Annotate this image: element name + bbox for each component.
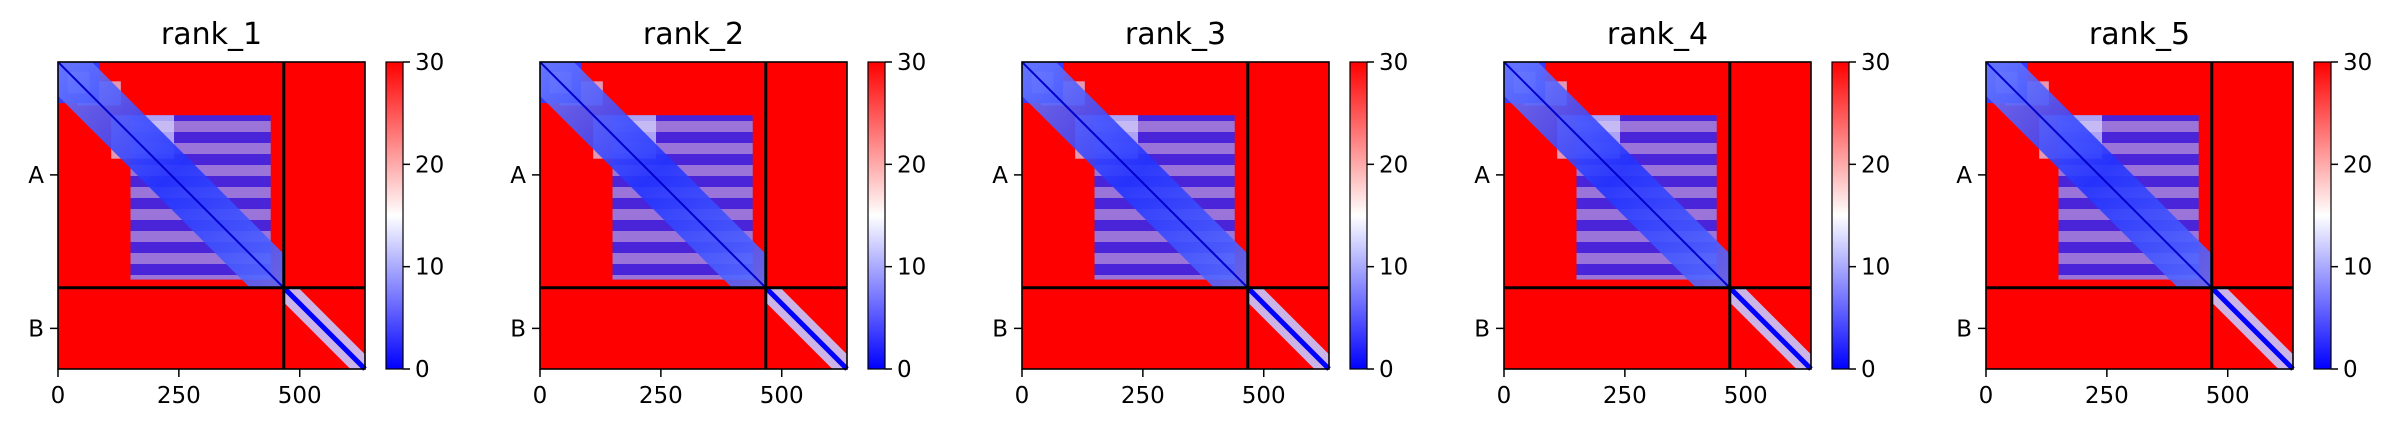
chain-b-block	[1246, 286, 1331, 371]
chain-a-diagonal-line	[540, 62, 766, 288]
x-tick-label-250: 250	[639, 383, 683, 409]
chain-b-diagonal-line	[1246, 286, 1331, 371]
colorbar-gradient	[2313, 61, 2332, 370]
heatmap	[539, 61, 849, 371]
colorbar-tick-label-10: 10	[897, 255, 926, 281]
y-tick-label-A: A	[510, 163, 526, 189]
heatmap	[1503, 61, 1813, 371]
heatmap-frame	[1503, 61, 1812, 370]
colorbar-tick-label-20: 20	[897, 152, 926, 178]
pae-panel-4: rank_4 A B 0 250 500 0 10 20 30	[1474, 17, 1890, 409]
colorbar-tick-label-0: 0	[1861, 357, 1876, 383]
colorbar-tick-label-10: 10	[415, 255, 444, 281]
x-tick-label-0: 0	[533, 383, 548, 409]
colorbar-tick-label-30: 30	[2343, 50, 2372, 76]
y-tick-label-A: A	[1956, 163, 1972, 189]
y-tick-label-B: B	[1956, 316, 1972, 342]
x-tick-label-0: 0	[51, 383, 66, 409]
x-tick-label-500: 500	[278, 383, 322, 409]
colorbar-tick-label-20: 20	[415, 152, 444, 178]
colorbar-gradient	[1831, 61, 1850, 370]
chain-b-diagonal-line	[764, 286, 849, 371]
x-tick-label-500: 500	[1242, 383, 1286, 409]
chain-a-block	[540, 62, 766, 288]
colorbar: 0 10 20 30	[385, 50, 444, 383]
colorbar: 0 10 20 30	[1349, 50, 1408, 383]
colorbar-tick-label-10: 10	[2343, 255, 2372, 281]
colorbar-tick-label-0: 0	[415, 357, 430, 383]
x-tick-label-0: 0	[1015, 383, 1030, 409]
colorbar-gradient	[1349, 61, 1368, 370]
y-tick-label-B: B	[1474, 316, 1490, 342]
colorbar-tick-label-30: 30	[415, 50, 444, 76]
heatmap-frame	[1985, 61, 2294, 370]
x-tick-label-0: 0	[1979, 383, 1994, 409]
chain-a-diagonal-line	[1504, 62, 1730, 288]
chain-b-diagonal-line	[1728, 286, 1813, 371]
y-tick-label-A: A	[28, 163, 44, 189]
chain-b-block	[282, 286, 367, 371]
chain-b-block	[1728, 286, 1813, 371]
x-tick-label-500: 500	[2206, 383, 2250, 409]
y-tick-label-A: A	[992, 163, 1008, 189]
chain-b-block	[2210, 286, 2295, 371]
pae-panel-1: rank_1 A B 0 250 500 0 10 20 30	[28, 17, 444, 409]
panel-title: rank_3	[1125, 17, 1226, 52]
colorbar: 0 10 20 30	[1831, 50, 1890, 383]
heatmap	[1985, 61, 2295, 371]
colorbar-gradient	[867, 61, 886, 370]
colorbar-tick-label-0: 0	[2343, 357, 2358, 383]
x-tick-label-500: 500	[1724, 383, 1768, 409]
x-tick-label-500: 500	[760, 383, 804, 409]
pae-panel-2: rank_2 A B 0 250 500 0 10 20 30	[510, 17, 926, 409]
colorbar-tick-label-0: 0	[1379, 357, 1394, 383]
chain-a-block	[1504, 62, 1730, 288]
colorbar-tick-label-20: 20	[1861, 152, 1890, 178]
colorbar-gradient	[385, 61, 404, 370]
x-tick-label-0: 0	[1497, 383, 1512, 409]
pae-panel-5: rank_5 A B 0 250 500 0 10 20 30	[1956, 17, 2372, 409]
pae-panel-3: rank_3 A B 0 250 500 0 10 20 30	[992, 17, 1408, 409]
y-tick-label-B: B	[28, 316, 44, 342]
x-tick-label-250: 250	[1603, 383, 1647, 409]
chain-a-block	[58, 62, 284, 288]
heatmap	[1021, 61, 1331, 371]
colorbar-tick-label-10: 10	[1379, 255, 1408, 281]
chain-b-block	[764, 286, 849, 371]
chain-a-block	[1986, 62, 2212, 288]
chain-a-block	[1022, 62, 1248, 288]
y-tick-label-B: B	[510, 316, 526, 342]
chain-a-diagonal-line	[1022, 62, 1248, 288]
panel-title: rank_5	[2089, 17, 2190, 52]
y-tick-label-A: A	[1474, 163, 1490, 189]
colorbar-tick-label-20: 20	[1379, 152, 1408, 178]
colorbar-tick-label-0: 0	[897, 357, 912, 383]
chain-b-diagonal-line	[2210, 286, 2295, 371]
x-tick-label-250: 250	[2085, 383, 2129, 409]
heatmap-frame	[539, 61, 848, 370]
x-tick-label-250: 250	[1121, 383, 1165, 409]
chain-b-diagonal-line	[282, 286, 367, 371]
y-tick-label-B: B	[992, 316, 1008, 342]
colorbar-tick-label-30: 30	[1861, 50, 1890, 76]
colorbar: 0 10 20 30	[2313, 50, 2372, 383]
panel-title: rank_2	[643, 17, 744, 52]
heatmap	[57, 61, 367, 371]
chain-a-diagonal-line	[1986, 62, 2212, 288]
heatmap-frame	[1021, 61, 1330, 370]
colorbar-tick-label-10: 10	[1861, 255, 1890, 281]
heatmap-frame	[57, 61, 366, 370]
panel-title: rank_1	[161, 17, 262, 52]
colorbar-tick-label-30: 30	[897, 50, 926, 76]
panel-title: rank_4	[1607, 17, 1708, 52]
colorbar-tick-label-20: 20	[2343, 152, 2372, 178]
colorbar-tick-label-30: 30	[1379, 50, 1408, 76]
chain-a-diagonal-line	[58, 62, 284, 288]
x-tick-label-250: 250	[157, 383, 201, 409]
colorbar: 0 10 20 30	[867, 50, 926, 383]
